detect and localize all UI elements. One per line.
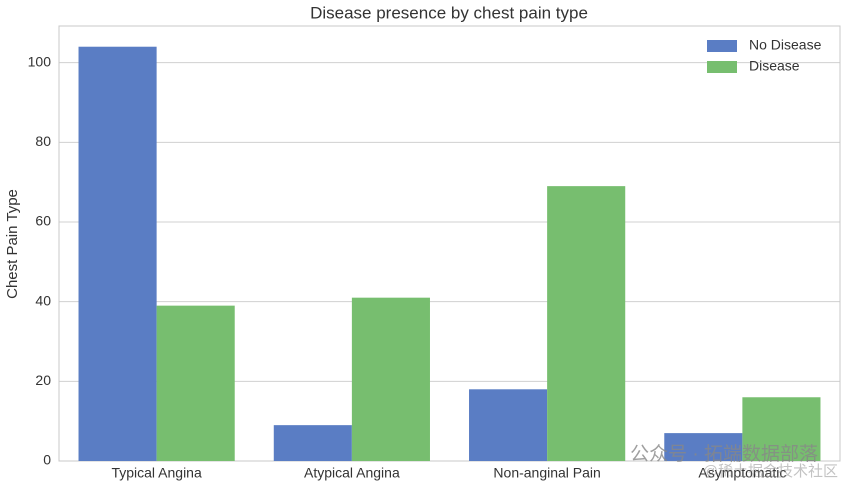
chart-title: Disease presence by chest pain type <box>310 3 588 22</box>
watermark: 公众号 · 拓端数据部落 <box>630 443 818 465</box>
legend-label: Disease <box>749 58 800 74</box>
bar <box>273 425 352 461</box>
y-tick-label: 80 <box>35 133 51 149</box>
y-axis-label: Chest Pain Type <box>4 189 21 299</box>
x-tick-label: Typical Angina <box>111 465 201 481</box>
y-tick-label: 20 <box>35 372 51 388</box>
y-tick-label: 100 <box>28 53 52 69</box>
y-tick-label: 40 <box>35 292 51 308</box>
y-tick-label: 0 <box>43 452 51 468</box>
plot-frame <box>58 25 841 462</box>
x-tick-label: Non-anginal Pain <box>493 465 600 481</box>
bar <box>547 186 626 461</box>
bar <box>156 305 235 461</box>
x-tick-label: Atypical Angina <box>304 465 400 481</box>
legend-label: No Disease <box>749 37 822 53</box>
bar <box>742 397 821 461</box>
bar <box>351 297 430 461</box>
legend-swatch <box>707 61 737 73</box>
bar <box>664 433 743 461</box>
bar <box>469 389 548 461</box>
bar <box>78 46 157 461</box>
watermark: @稀土掘金技术社区 <box>703 463 838 480</box>
legend-swatch <box>707 40 737 52</box>
y-tick-label: 60 <box>35 213 51 229</box>
x-tick-label: Asymptomatic <box>698 465 786 481</box>
